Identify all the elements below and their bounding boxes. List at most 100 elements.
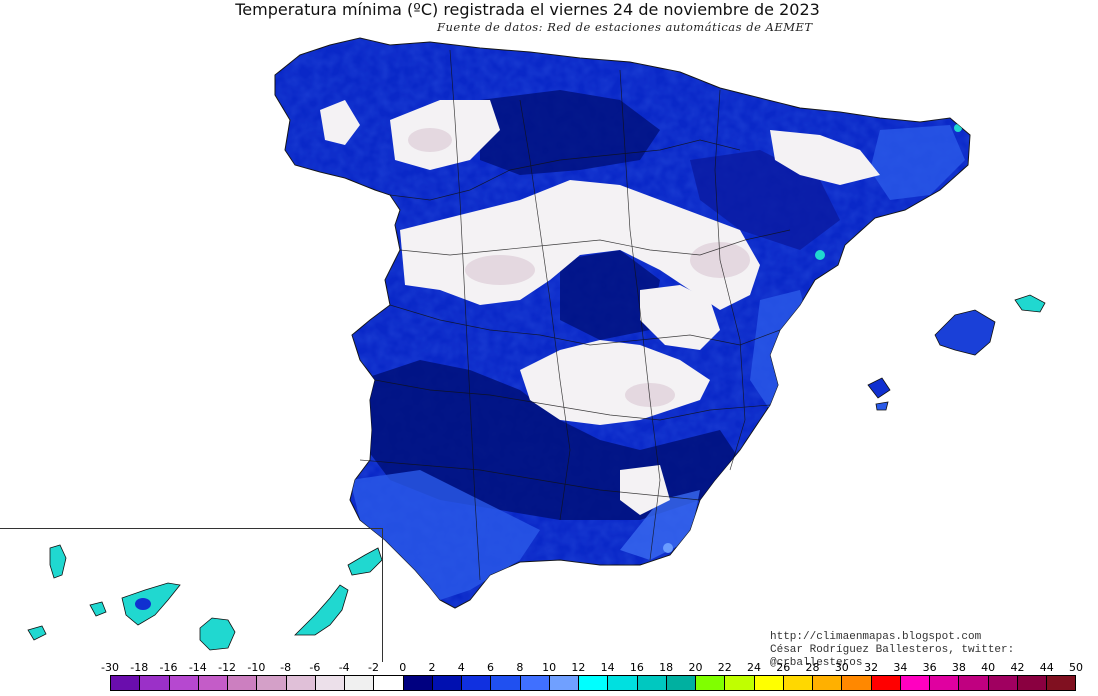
legend-label: 24	[747, 661, 761, 674]
legend-swatch	[198, 676, 228, 690]
legend-swatch	[666, 676, 696, 690]
gran-canaria	[199, 617, 236, 651]
la-gomera	[89, 601, 107, 617]
legend-swatch	[520, 676, 550, 690]
canary-islands	[27, 544, 383, 651]
credits: http://climaenmapas.blogspot.com César R…	[770, 631, 1098, 670]
legend-label: -10	[247, 661, 266, 674]
zone-light-blue-south	[350, 470, 540, 600]
legend-swatch	[608, 676, 638, 690]
legend-swatch	[432, 676, 462, 690]
legend-swatch	[725, 676, 755, 690]
legend-label: 50	[1069, 661, 1083, 674]
zone-cold-castilla-east	[640, 285, 720, 350]
menorca	[1014, 294, 1046, 313]
legend-swatch	[345, 676, 375, 690]
legend-swatch	[754, 676, 784, 690]
legend-label: 28	[805, 661, 820, 674]
zone-cold-tint-4	[625, 383, 675, 407]
zone-cyan-spot	[954, 124, 962, 132]
legend-swatch	[549, 676, 579, 690]
zone-cold-tint-3	[408, 128, 452, 152]
formentera	[875, 401, 889, 411]
legend-swatch	[871, 676, 901, 690]
legend-swatch	[959, 676, 989, 690]
legend-swatch	[842, 676, 872, 690]
legend-label: -4	[338, 661, 350, 674]
legend-swatch	[315, 676, 345, 690]
legend-swatch	[1017, 676, 1047, 690]
zone-light-spot	[663, 543, 673, 553]
legend-label: 10	[542, 661, 557, 674]
legend-label: -8	[280, 661, 292, 674]
legend-swatch	[286, 676, 316, 690]
legend-label: -16	[159, 661, 178, 674]
zone-light-blue-northeast	[870, 125, 965, 200]
legend-label: 18	[659, 661, 674, 674]
legend-swatch	[783, 676, 813, 690]
mallorca	[934, 309, 996, 356]
legend-swatch	[462, 676, 492, 690]
legend-label: 0	[399, 661, 407, 674]
legend-label: 22	[717, 661, 732, 674]
la-palma	[49, 544, 67, 579]
legend-label: 30	[834, 661, 849, 674]
legend-label: -6	[309, 661, 321, 674]
legend-label: -18	[130, 661, 149, 674]
zone-cold-pyrenees	[770, 130, 880, 185]
legend-label: -30	[101, 661, 119, 674]
legend-label: 16	[629, 661, 644, 674]
legend-swatch	[1047, 676, 1076, 690]
legend-label: 26	[776, 661, 791, 674]
zone-light-blue-east	[750, 290, 810, 410]
legend-label: 32	[864, 661, 879, 674]
legend-swatch	[696, 676, 726, 690]
zone-deep-blue-north	[480, 90, 660, 175]
legend-swatch	[579, 676, 609, 690]
legend-swatch	[140, 676, 170, 690]
legend-swatch	[900, 676, 930, 690]
legend-label: 40	[981, 661, 996, 674]
ibiza	[867, 377, 891, 399]
zone-cold-tint-2	[465, 255, 535, 285]
legend-label: 14	[600, 661, 615, 674]
legend-swatch	[111, 676, 141, 690]
legend-label: 12	[571, 661, 586, 674]
legend-swatch	[813, 676, 843, 690]
legend-label: 38	[951, 661, 966, 674]
balearic-islands	[867, 294, 1046, 411]
author-credit: César Rodríguez Ballesteros, twitter: @c…	[770, 644, 1015, 669]
zone-cold-west	[320, 100, 360, 145]
legend-color-bar	[110, 675, 1076, 691]
legend-label: 6	[487, 661, 495, 674]
zone-cyan-spot	[815, 250, 825, 260]
blog-url[interactable]: http://climaenmapas.blogspot.com	[770, 631, 982, 643]
legend-label: 44	[1039, 661, 1054, 674]
legend-label: -12	[218, 661, 237, 674]
legend-label: -14	[188, 661, 207, 674]
legend-swatch	[257, 676, 287, 690]
map-subtitle: Fuente de datos: Red de estaciones autom…	[437, 20, 813, 34]
legend-labels: -30 -18 -16 -14 -12 -10 -8 -6 -4 -2 0 2 4 6 8 10 12 14 16 1…	[0, 661, 1098, 675]
legend-label: 2	[428, 661, 436, 674]
map-title: Temperatura mínima (ºC) registrada el vi…	[235, 0, 820, 19]
legend-swatch	[228, 676, 258, 690]
legend-label: 8	[516, 661, 524, 674]
legend-swatch	[637, 676, 667, 690]
legend-swatch	[403, 676, 433, 690]
fuerteventura	[294, 584, 349, 636]
zone-light-blue-southeast	[620, 490, 700, 560]
legend-label: 34	[893, 661, 908, 674]
legend-label: -2	[367, 661, 379, 674]
legend-label: 36	[922, 661, 937, 674]
legend-swatch	[930, 676, 960, 690]
canary-inset-frame	[0, 528, 383, 662]
legend-swatch	[374, 676, 404, 690]
legend-label: 4	[457, 661, 465, 674]
province-borders	[359, 49, 791, 581]
legend-swatch	[491, 676, 521, 690]
legend-swatch	[988, 676, 1018, 690]
el-hierro	[27, 625, 47, 641]
legend-swatch	[169, 676, 199, 690]
